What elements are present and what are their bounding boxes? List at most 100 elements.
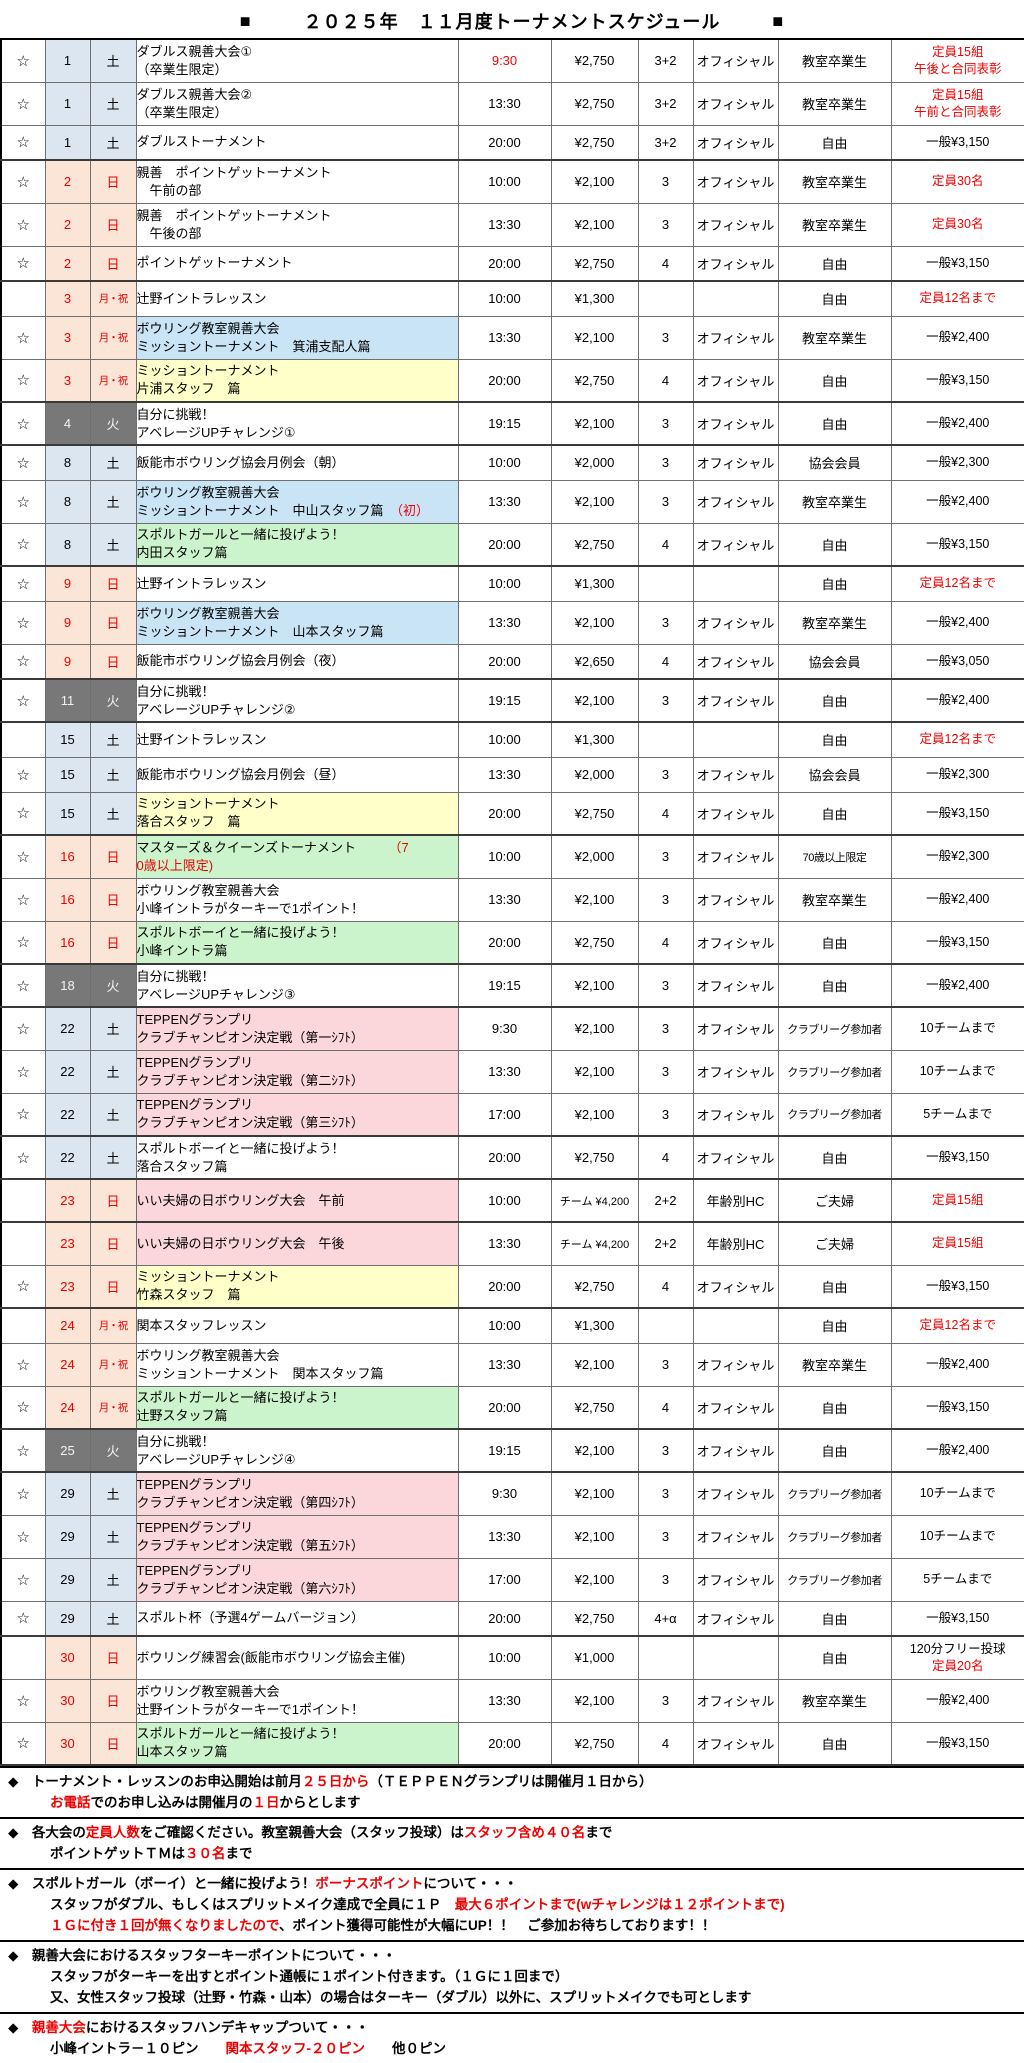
- price-cell: ¥2,750: [551, 1386, 638, 1429]
- text-segment: 一般¥2,300: [926, 849, 989, 863]
- text-segment: アベレージUPチャレンジ②: [137, 702, 296, 717]
- table-row: ☆ 24 月・祝 ボウリング教室親善大会ミッショントーナメント 関本スタッフ篇 …: [1, 1343, 1024, 1386]
- games-cell: 3: [638, 402, 693, 445]
- table-row: 23 日 いい夫婦の日ボウリング大会 午前 10:00 チーム ¥4,200 2…: [1, 1179, 1024, 1222]
- games-cell: 4+α: [638, 1601, 693, 1636]
- event-line: ミッショントーナメント: [137, 795, 458, 813]
- event-cell: ミッショントーナメント片浦スタッフ 篇: [136, 359, 458, 402]
- note-line: 一般¥2,400: [892, 1692, 1024, 1709]
- time-cell: 13:30: [458, 1343, 551, 1386]
- note-cell: 一般¥3,150: [891, 523, 1024, 566]
- text-segment: 一般¥3,150: [926, 1150, 989, 1164]
- day-cell: 日: [90, 1179, 136, 1222]
- note-line: 一般¥2,400: [892, 614, 1024, 631]
- text-segment: ミッショントーナメント: [137, 796, 280, 811]
- text-segment: クラブチャンピオン決定戦（第二ｼﾌﾄ）: [137, 1073, 364, 1088]
- games-cell: 3: [638, 1429, 693, 1472]
- event-line: 片浦スタッフ 篇: [137, 380, 458, 398]
- note-line: 10チームまで: [892, 1020, 1024, 1037]
- date-cell: 23: [45, 1265, 90, 1308]
- text-segment: まで: [226, 1846, 253, 1861]
- day-cell: 月・祝: [90, 316, 136, 359]
- category-cell: 自由: [778, 1136, 891, 1179]
- text-segment: 一般¥2,400: [926, 978, 989, 992]
- time-cell: 10:00: [458, 835, 551, 878]
- category-cell: 教室卒業生: [778, 1679, 891, 1722]
- games-cell: 2+2: [638, 1222, 693, 1265]
- footer-note-line: ◆ 各大会の定員人数をご確認ください。教室親善大会（スタッフ投球）はスタッフ含め…: [0, 1822, 1024, 1843]
- note-line: 一般¥3,050: [892, 653, 1024, 670]
- games-cell: 3+2: [638, 39, 693, 82]
- time-cell: 20:00: [458, 921, 551, 964]
- event-line: マスターズ＆クイーンズトーナメント （7: [137, 839, 458, 857]
- games-cell: 3: [638, 1679, 693, 1722]
- time-cell: 10:00: [458, 1308, 551, 1343]
- text-segment: （ＴＥＰＰＥＮグランプリは開催月１日から）: [369, 1774, 652, 1789]
- date-cell: 22: [45, 1050, 90, 1093]
- footer-note: ◆ 親善大会におけるスタッフターキーポイントについて・・・スタッフがターキーを出…: [0, 1940, 1024, 2012]
- note-cell: 一般¥2,400: [891, 964, 1024, 1007]
- games-cell: 3: [638, 1007, 693, 1050]
- day-cell: 月・祝: [90, 359, 136, 402]
- text-segment: からとします: [280, 1795, 361, 1810]
- category-cell: クラブリーグ参加者: [778, 1007, 891, 1050]
- games-cell: 3: [638, 203, 693, 246]
- schedule-table: ☆ 1 土 ダブルス親善大会①（卒業生限定） 9:30 ¥2,750 3+2 オ…: [0, 38, 1024, 1766]
- text-segment: 一般¥2,300: [926, 767, 989, 781]
- note-line: 一般¥3,150: [892, 134, 1024, 151]
- table-row: ☆ 3 月・祝 ボウリング教室親善大会ミッショントーナメント 箕浦支配人篇 13…: [1, 316, 1024, 359]
- category-cell: 教室卒業生: [778, 82, 891, 125]
- price-cell: ¥2,000: [551, 757, 638, 792]
- category-cell: 自由: [778, 1265, 891, 1308]
- note-line: 5チームまで: [892, 1106, 1024, 1123]
- event-line: アベレージUPチャレンジ④: [137, 1451, 458, 1469]
- category-cell: クラブリーグ参加者: [778, 1050, 891, 1093]
- event-line: ミッショントーナメント 山本スタッフ篇: [137, 623, 458, 641]
- category-cell: 協会会員: [778, 445, 891, 480]
- event-line: TEPPENグランプリ: [137, 1562, 458, 1580]
- time-cell: 19:15: [458, 1429, 551, 1472]
- text-segment: ３０名: [185, 1846, 226, 1861]
- day-cell: 日: [90, 878, 136, 921]
- event-line: ポイントゲットーナメント: [137, 254, 458, 272]
- price-cell: ¥2,750: [551, 125, 638, 160]
- system-cell: オフィシャル: [693, 203, 778, 246]
- note-cell: 定員12名まで: [891, 566, 1024, 601]
- note-line: 一般¥2,400: [892, 1442, 1024, 1459]
- text-segment: 120分フリー投球: [910, 1642, 1006, 1656]
- note-line: 一般¥2,300: [892, 454, 1024, 471]
- note-cell: 一般¥2,400: [891, 1343, 1024, 1386]
- time-cell: 19:15: [458, 964, 551, 1007]
- price-cell: ¥2,100: [551, 1093, 638, 1136]
- event-line: 辻野スタッフ篇: [137, 1407, 458, 1425]
- price-cell: ¥2,100: [551, 1343, 638, 1386]
- note-line: 一般¥3,150: [892, 934, 1024, 951]
- event-cell: 飯能市ボウリング協会月例会（朝）: [136, 445, 458, 480]
- category-cell: 自由: [778, 566, 891, 601]
- system-cell: オフィシャル: [693, 1343, 778, 1386]
- date-cell: 11: [45, 679, 90, 722]
- price-cell: ¥2,650: [551, 644, 638, 679]
- games-cell: 3+2: [638, 125, 693, 160]
- text-segment: スタッフ含め４０名: [464, 1825, 586, 1840]
- table-row: ☆ 4 火 自分に挑戦！アベレージUPチャレンジ① 19:15 ¥2,100 3…: [1, 402, 1024, 445]
- table-row: ☆ 9 日 辻野イントラレッスン 10:00 ¥1,300 自由 定員12名まで: [1, 566, 1024, 601]
- time-cell: 13:30: [458, 878, 551, 921]
- date-cell: 24: [45, 1343, 90, 1386]
- note-cell: 定員12名まで: [891, 281, 1024, 316]
- time-cell: 13:30: [458, 1515, 551, 1558]
- price-cell: ¥2,100: [551, 480, 638, 523]
- price-cell: ¥2,100: [551, 1050, 638, 1093]
- text-segment: ボウリング教室親善大会: [137, 1684, 280, 1699]
- text-segment: 辻野イントラレッスン: [137, 732, 267, 747]
- note-line: 定員20名: [892, 1658, 1024, 1675]
- text-segment: スタッフがターキーを出すとポイント通帳に１ポイント付きます。（１Ｇに１回まで）: [50, 1969, 568, 1984]
- event-line: ボウリング教室親善大会: [137, 1683, 458, 1701]
- category-cell: 教室卒業生: [778, 316, 891, 359]
- star-cell: [1, 1179, 45, 1222]
- text-segment: 一般¥2,400: [926, 1443, 989, 1457]
- day-cell: 日: [90, 921, 136, 964]
- note-line: 一般¥3,150: [892, 1278, 1024, 1295]
- table-row: ☆ 2 日 親善 ポイントゲットーナメント 午後の部 13:30 ¥2,100 …: [1, 203, 1024, 246]
